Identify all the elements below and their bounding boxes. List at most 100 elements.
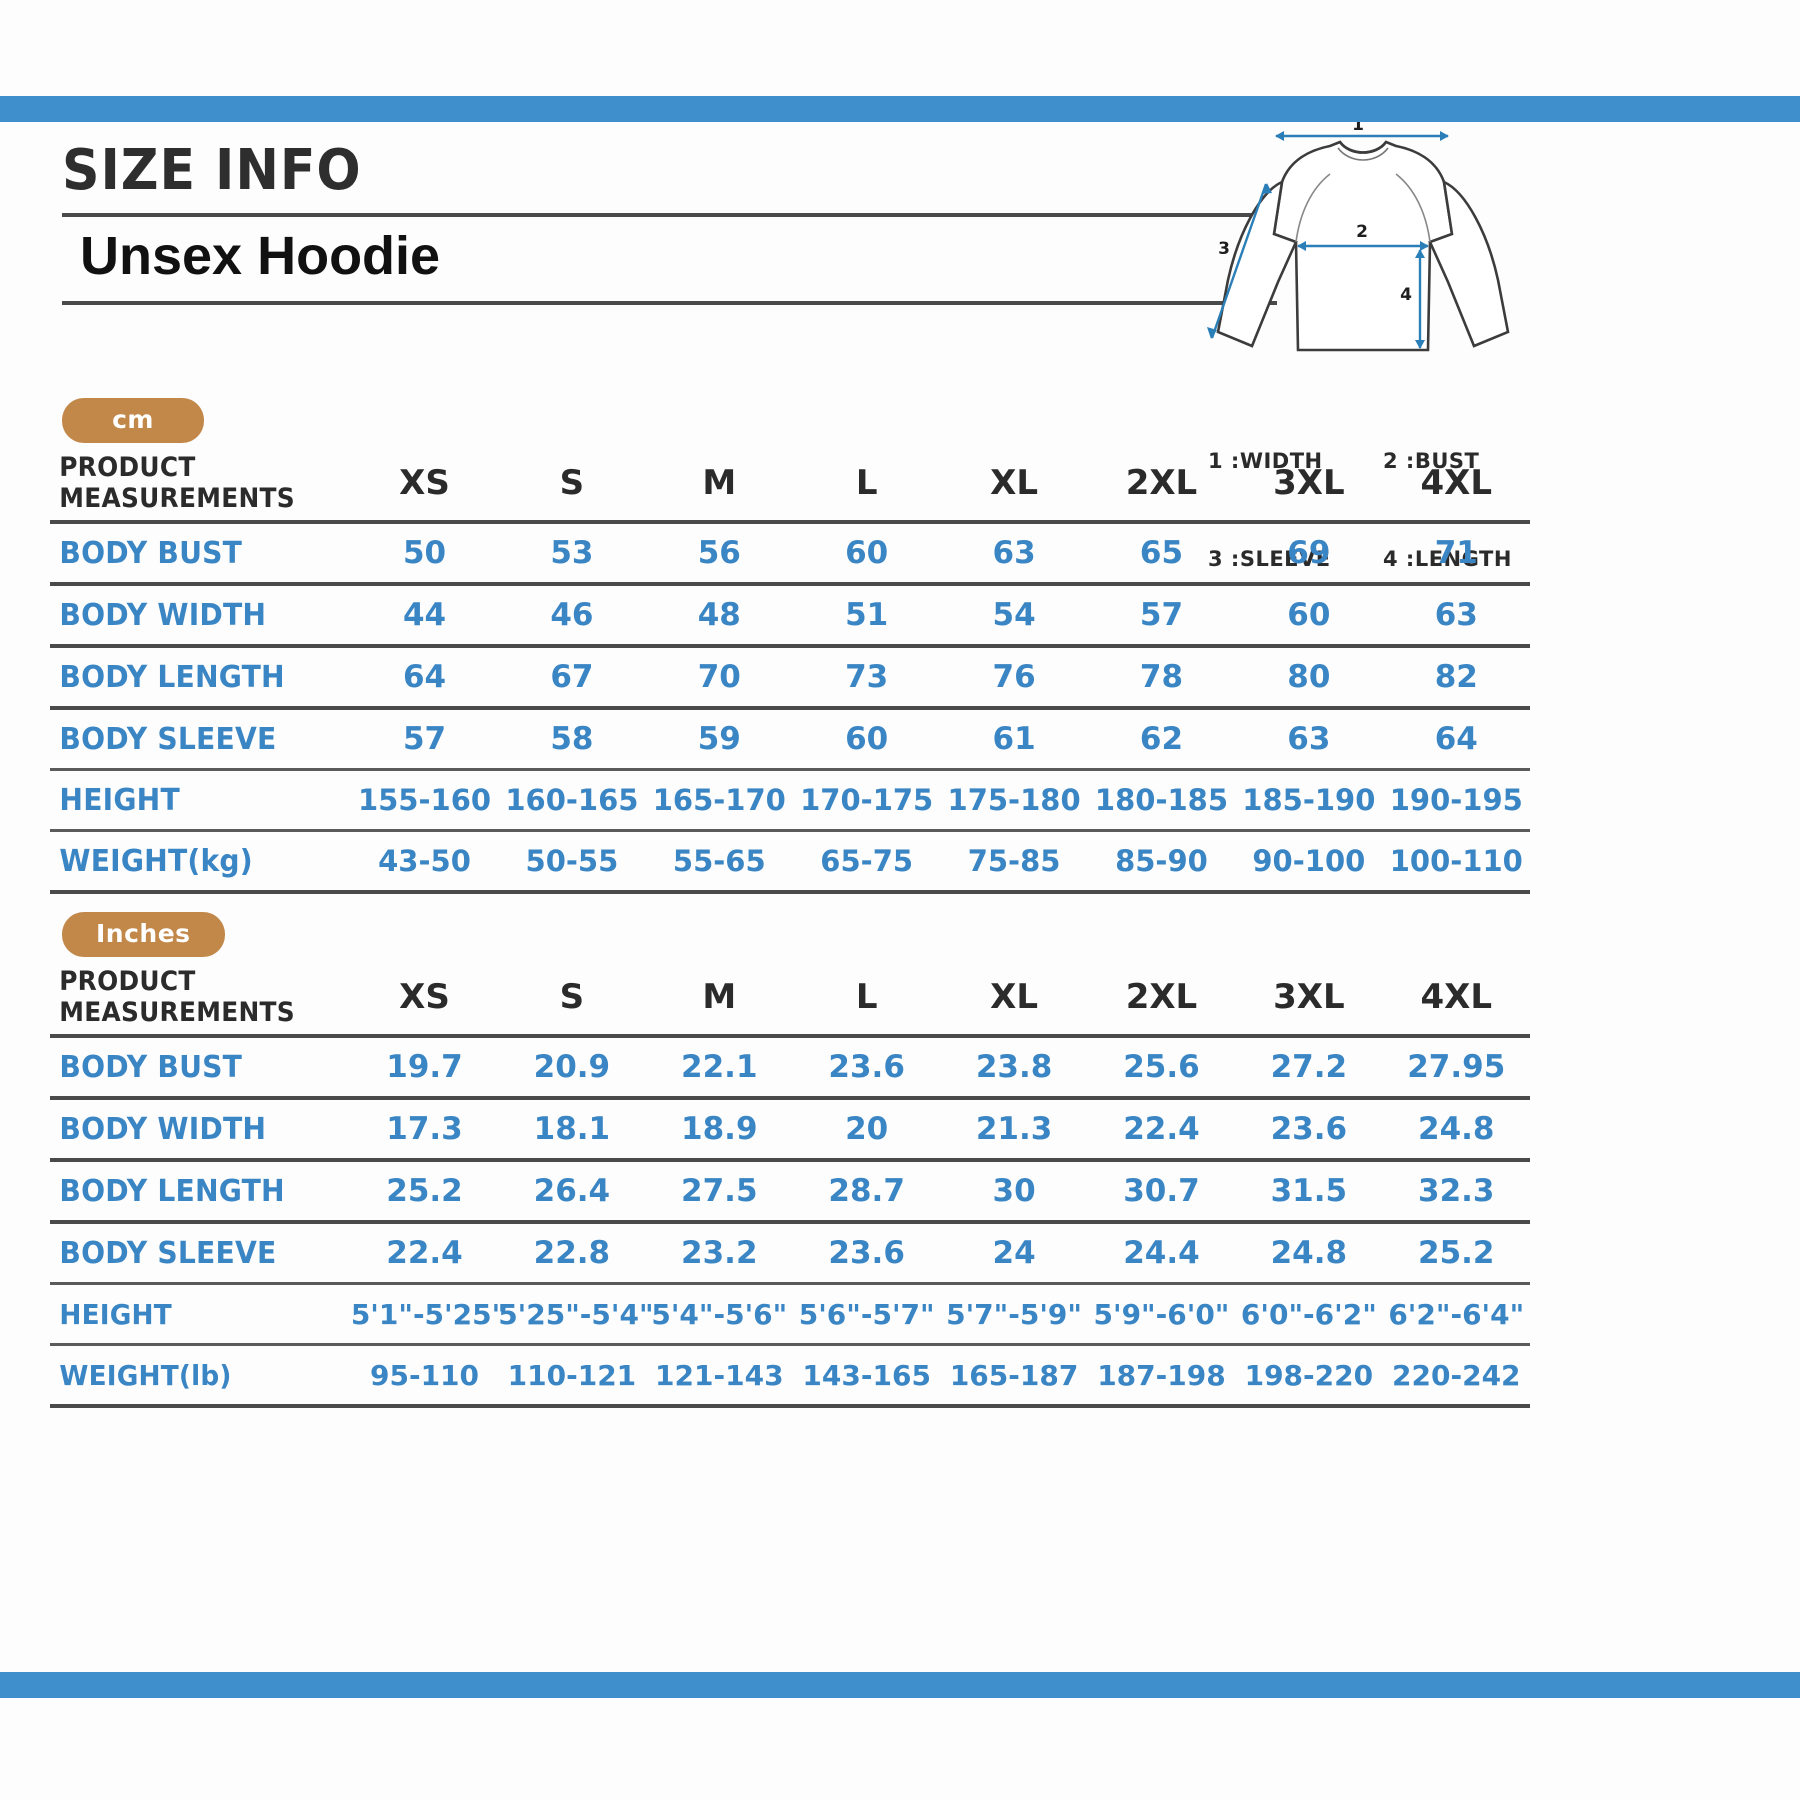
cell-value: 23.6 xyxy=(792,1034,941,1098)
chart-content: SIZE INFO Unsex Hoodie xyxy=(0,115,1800,1672)
table-row: BODY LENGTH 25.2 26.4 27.5 28.7 30 30.7 … xyxy=(50,1158,1530,1222)
cell-value: 31.5 xyxy=(1235,1158,1383,1222)
table-row: WEIGHT(lb) 95-110 110-121 121-143 143-16… xyxy=(50,1343,1530,1408)
length-arrow xyxy=(1415,249,1425,349)
cell-value: 80 xyxy=(1235,644,1383,708)
table-row: BODY BUST 50 53 56 60 63 65 69 71 xyxy=(50,520,1530,584)
cell-value: 50 xyxy=(350,520,499,584)
cell-value: 71 xyxy=(1382,520,1530,584)
cell-value: 51 xyxy=(792,582,941,646)
row-label: WEIGHT(kg) xyxy=(50,829,333,894)
cell-value: 5'7"-5'9" xyxy=(940,1282,1088,1345)
cell-value: 22.4 xyxy=(1087,1096,1236,1160)
cell-value: 155-160 xyxy=(350,768,499,831)
row-label: BODY SLEEVE xyxy=(50,706,333,770)
cell-value: 6'0"-6'2" xyxy=(1235,1282,1383,1345)
cell-value: 20 xyxy=(792,1096,941,1160)
cell-value: 22.1 xyxy=(645,1034,793,1098)
legend-item-bust: 2 :BUST xyxy=(1383,449,1480,474)
cell-value: 5'25"-5'4" xyxy=(498,1282,654,1345)
column-header-measurement: PRODUCT MEASUREMENTS xyxy=(59,452,295,514)
cell-value: 57 xyxy=(1087,582,1236,646)
width-arrow xyxy=(1275,131,1449,141)
cell-value: 24.8 xyxy=(1382,1096,1530,1160)
cell-value: 85-90 xyxy=(1087,829,1236,894)
cell-value: 18.1 xyxy=(498,1096,646,1160)
page-title: SIZE INFO xyxy=(62,138,362,203)
cell-value: 22.4 xyxy=(350,1220,499,1284)
right-sleeve-path xyxy=(1428,179,1510,348)
size-table-cm-body: BODY BUST 50 53 56 60 63 65 69 71 BODY W… xyxy=(50,520,1530,894)
row-label: BODY LENGTH xyxy=(50,1158,333,1222)
cell-value: 180-185 xyxy=(1087,768,1236,831)
cell-value: 170-175 xyxy=(792,768,941,831)
cell-value: 30.7 xyxy=(1087,1158,1236,1222)
column-header-2xl: 2XL xyxy=(1125,977,1198,1017)
cell-value: 24.4 xyxy=(1087,1220,1236,1284)
bottom-accent-bar xyxy=(0,1672,1800,1698)
cell-value: 55-65 xyxy=(645,829,793,894)
cell-value: 23.8 xyxy=(940,1034,1088,1098)
cell-value: 78 xyxy=(1087,644,1236,708)
cell-value: 73 xyxy=(792,644,941,708)
cell-value: 25.2 xyxy=(350,1158,499,1222)
cell-value: 25.6 xyxy=(1087,1034,1236,1098)
row-label: BODY WIDTH xyxy=(50,582,333,646)
cell-value: 165-187 xyxy=(940,1343,1088,1408)
cell-value: 95-110 xyxy=(350,1343,499,1408)
cell-value: 24.8 xyxy=(1235,1220,1383,1284)
column-header-s: S xyxy=(559,463,585,503)
cell-value: 60 xyxy=(792,706,941,770)
cell-value: 26.4 xyxy=(498,1158,646,1222)
cell-value: 23.6 xyxy=(1235,1096,1383,1160)
cell-value: 56 xyxy=(645,520,793,584)
cell-value: 121-143 xyxy=(645,1343,793,1408)
legend-item-width: 1 :WIDTH xyxy=(1208,449,1323,474)
cell-value: 90-100 xyxy=(1235,829,1383,894)
cell-value: 198-220 xyxy=(1235,1343,1383,1408)
cell-value: 160-165 xyxy=(498,768,646,831)
cell-value: 64 xyxy=(1382,706,1530,770)
cell-value: 27.95 xyxy=(1382,1034,1530,1098)
title-block: SIZE INFO Unsex Hoodie xyxy=(62,138,1282,305)
table-row: HEIGHT 5'1"-5'25" 5'25"-5'4" 5'4"-5'6" 5… xyxy=(50,1282,1530,1345)
cell-value: 175-180 xyxy=(940,768,1088,831)
cell-value: 75-85 xyxy=(940,829,1088,894)
neck-ribbing-path xyxy=(1337,147,1389,161)
size-table-inches-body: BODY BUST 19.7 20.9 22.1 23.6 23.8 25.6 … xyxy=(50,1034,1530,1408)
cell-value: 58 xyxy=(498,706,646,770)
cell-value: 25.2 xyxy=(1382,1220,1530,1284)
cell-value: 190-195 xyxy=(1382,768,1530,831)
cell-value: 185-190 xyxy=(1235,768,1383,831)
product-subtitle: Unsex Hoodie xyxy=(80,225,441,286)
column-header-3xl: 3XL xyxy=(1273,977,1345,1017)
cell-value: 63 xyxy=(1382,582,1530,646)
cell-value: 54 xyxy=(940,582,1088,646)
row-label: WEIGHT(lb) xyxy=(50,1343,333,1408)
cell-value: 28.7 xyxy=(792,1158,941,1222)
row-label: HEIGHT xyxy=(50,768,333,831)
cell-value: 19.7 xyxy=(350,1034,499,1098)
cell-value: 165-170 xyxy=(645,768,793,831)
column-header-s: S xyxy=(559,977,585,1017)
subtitle-divider xyxy=(62,300,1277,305)
cell-value: 24 xyxy=(940,1220,1088,1284)
top-accent-bar xyxy=(0,96,1800,122)
cell-value: 21.3 xyxy=(940,1096,1088,1160)
cell-value: 6'2"-6'4" xyxy=(1382,1282,1530,1345)
marker-3-label: 3 xyxy=(1218,239,1230,259)
cell-value: 5'6"-5'7" xyxy=(792,1282,941,1345)
unit-badge-inches-wrap: Inches xyxy=(62,912,225,957)
cell-value: 63 xyxy=(1235,706,1383,770)
cell-value: 82 xyxy=(1382,644,1530,708)
cell-value: 43-50 xyxy=(350,829,499,894)
column-header-m: M xyxy=(702,463,737,503)
cell-value: 5'4"-5'6" xyxy=(645,1282,793,1345)
cell-value: 100-110 xyxy=(1382,829,1530,894)
cell-value: 53 xyxy=(498,520,646,584)
cell-value: 65 xyxy=(1087,520,1236,584)
left-shoulder-seam xyxy=(1295,173,1331,243)
table-header-row: PRODUCT MEASUREMENTS XS S M L XL 2XL 3XL… xyxy=(50,966,1530,1036)
cell-value: 27.5 xyxy=(645,1158,793,1222)
